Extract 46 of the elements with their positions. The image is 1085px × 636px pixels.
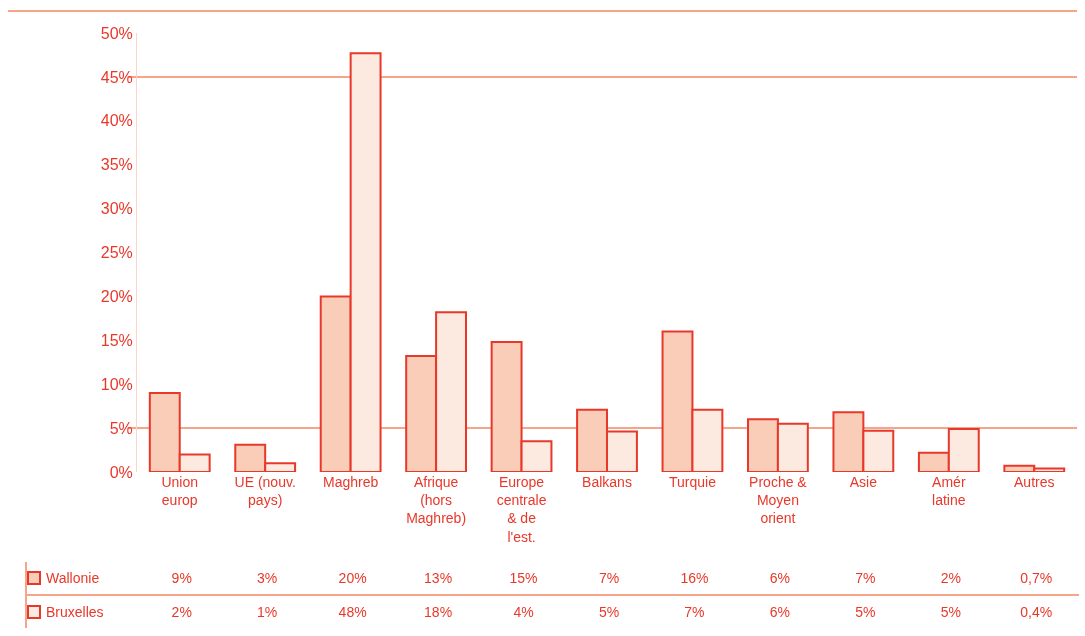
x-tick-label: Balkans xyxy=(582,474,632,490)
x-tick-label: Turquie xyxy=(668,474,717,490)
y-tick-label: 30% xyxy=(100,200,133,218)
data-label: 16% xyxy=(679,570,710,586)
y-tick-label: 40% xyxy=(100,112,133,130)
data-label: 18% xyxy=(423,604,454,620)
data-label: 5% xyxy=(597,604,621,620)
x-tick-label: Europe centrale & de l'est. xyxy=(496,474,547,545)
data-label: 48% xyxy=(337,604,368,620)
x-tick-label: UE (nouv. pays) xyxy=(234,474,296,509)
data-label: 0,4% xyxy=(1019,604,1054,620)
x-tick-label: Afrique (hors Maghreb) xyxy=(406,474,467,527)
x-tick-label: Autres xyxy=(1014,474,1055,490)
y-tick-label: 50% xyxy=(100,24,133,42)
y-tick-label: 5% xyxy=(109,419,133,437)
y-tick-label: 20% xyxy=(100,288,133,305)
data-label: 7% xyxy=(854,570,877,586)
data-label: 15% xyxy=(508,570,539,586)
legend-label: Wallonie xyxy=(46,570,100,586)
y-tick-label: 15% xyxy=(100,331,133,349)
y-tick-label: 0% xyxy=(109,463,133,481)
data-label: 3% xyxy=(256,570,279,586)
x-tick-label: Amér latine xyxy=(932,474,966,509)
data-label: 5% xyxy=(939,604,962,620)
data-label: 9% xyxy=(170,570,193,586)
data-label: 6% xyxy=(768,604,791,620)
data-label: 4% xyxy=(512,604,535,620)
data-label: 13% xyxy=(423,570,454,586)
data-label: 2% xyxy=(170,604,193,620)
y-tick-label: 25% xyxy=(100,244,133,262)
y-tick-label: 45% xyxy=(100,68,133,86)
y-tick-label: 35% xyxy=(100,156,133,174)
x-tick-label: Maghreb xyxy=(323,474,379,490)
data-label: 5% xyxy=(854,604,877,620)
x-tick-label: Proche & Moyen orient xyxy=(749,474,808,527)
data-label: 2% xyxy=(939,570,962,586)
data-label: 7% xyxy=(597,570,621,586)
data-label: 0,7% xyxy=(1019,570,1054,586)
legend-label: Bruxelles xyxy=(46,604,104,620)
x-tick-label: Asie xyxy=(849,474,878,490)
data-label: 6% xyxy=(768,570,791,586)
data-label: 1% xyxy=(256,604,279,620)
data-label: 20% xyxy=(337,570,368,586)
x-tick-label: Union europ xyxy=(161,474,199,509)
y-tick-label: 10% xyxy=(100,375,133,393)
data-label: 7% xyxy=(683,604,706,620)
